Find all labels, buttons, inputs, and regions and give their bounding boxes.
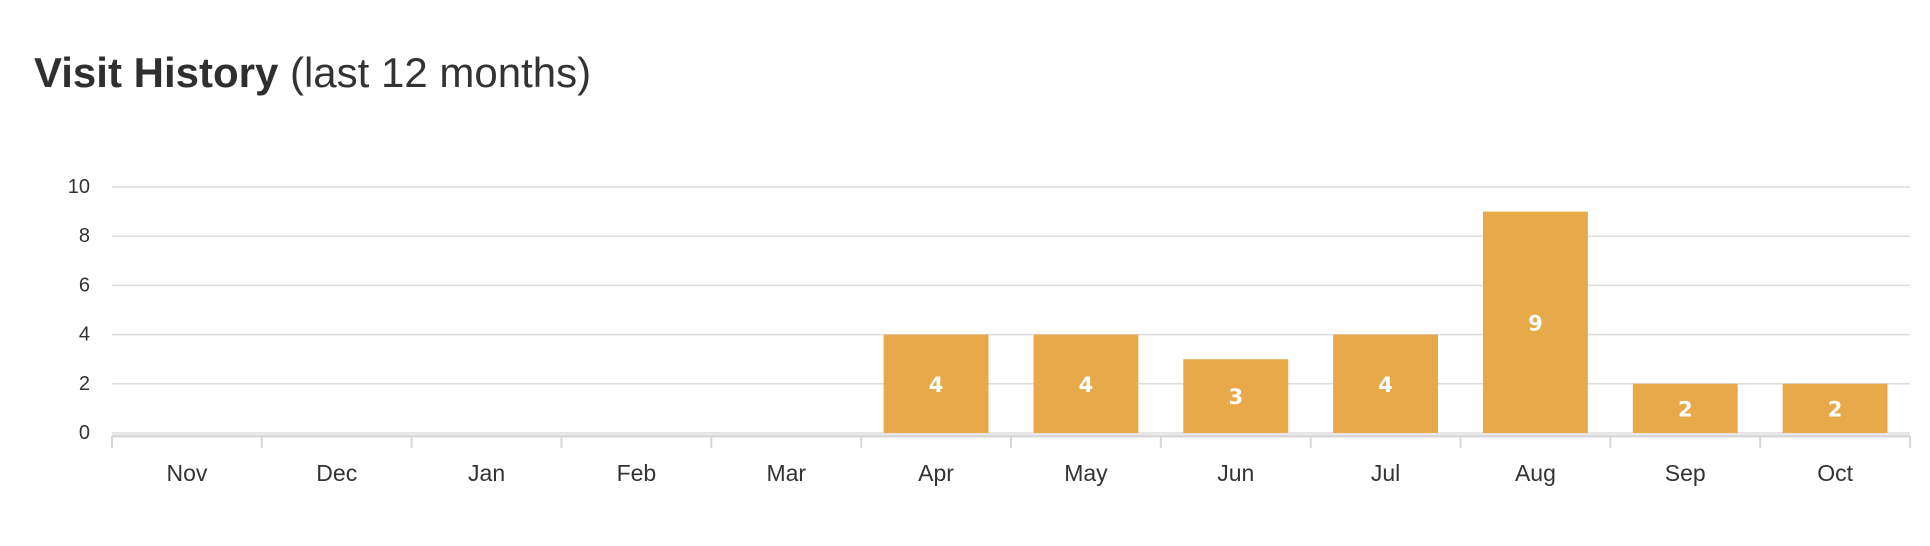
x-tick-label: Dec (316, 460, 357, 486)
bar-value-label: 4 (929, 373, 944, 397)
y-tick-label: 4 (79, 324, 90, 346)
chart-subtitle: (last 12 months) (289, 49, 592, 96)
bar (1333, 334, 1439, 433)
x-tick-label: Mar (766, 460, 806, 486)
bar-value-label: 4 (1378, 373, 1393, 397)
bar (1782, 383, 1888, 433)
bar (1632, 383, 1738, 433)
bar-value-label: 9 (1528, 311, 1543, 335)
x-tick-label: Jun (1217, 460, 1254, 486)
bar (1183, 359, 1289, 433)
y-tick-label: 8 (79, 225, 90, 247)
x-tick-label: Jul (1371, 460, 1400, 486)
x-tick-label: Feb (617, 460, 657, 486)
x-tick-label: Oct (1817, 460, 1853, 486)
x-tick-label: Sep (1665, 460, 1706, 486)
x-tick-label: Aug (1515, 460, 1556, 486)
chart-title: Visit History (34, 49, 279, 96)
x-tick-label: Apr (918, 460, 954, 486)
y-tick-label: 2 (79, 373, 90, 395)
x-tick-label: Nov (166, 460, 207, 486)
y-tick-label: 10 (68, 176, 90, 198)
y-tick-label: 0 (79, 422, 90, 444)
bar (883, 334, 989, 433)
chart-title-row: Visit History (last 12 months) (34, 52, 591, 94)
bar (1482, 211, 1588, 433)
bar (1033, 334, 1139, 433)
x-tick-label: May (1064, 460, 1108, 486)
x-tick-label: Jan (468, 460, 505, 486)
bar-value-label: 4 (1079, 373, 1094, 397)
bar-value-label: 3 (1228, 385, 1243, 409)
bar-value-label: 2 (1828, 397, 1843, 421)
y-tick-label: 6 (79, 274, 90, 296)
bar-value-label: 2 (1678, 397, 1693, 421)
